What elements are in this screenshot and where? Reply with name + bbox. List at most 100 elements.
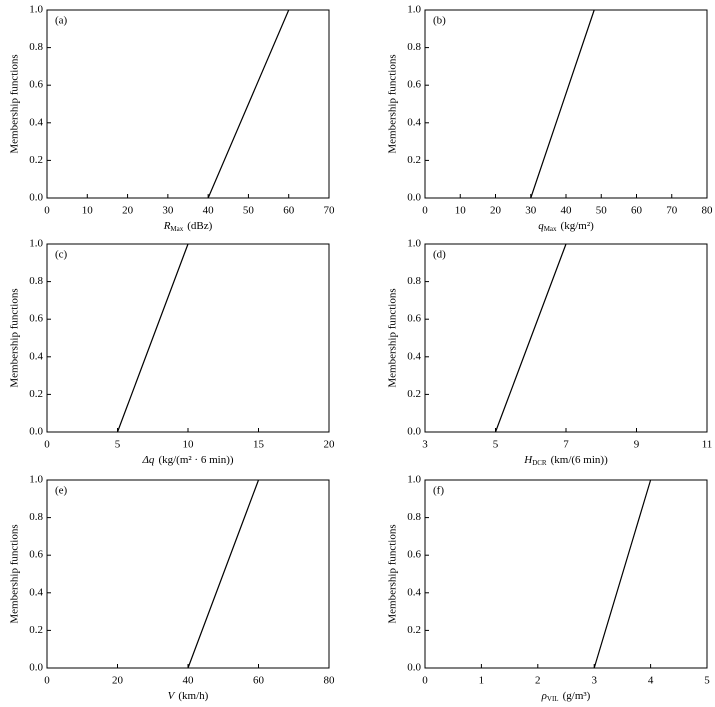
x-tick-label: 3 bbox=[591, 675, 597, 687]
x-tick-label: 9 bbox=[634, 439, 640, 451]
x-label-subscript: Max bbox=[544, 225, 557, 233]
x-tick-label: 60 bbox=[631, 205, 643, 217]
line bbox=[530, 9, 595, 199]
y-tick-label: 0.0 bbox=[29, 662, 43, 674]
y-tick-label: 0.4 bbox=[29, 586, 43, 598]
y-tick-label: 0.0 bbox=[407, 426, 421, 438]
plot-frame bbox=[46, 479, 330, 669]
x-tick-label: 40 bbox=[203, 205, 215, 217]
y-axis-label: Membership functions bbox=[387, 288, 399, 387]
y-tick-label: 0.6 bbox=[29, 313, 43, 325]
y-tick-label: 0.8 bbox=[29, 275, 43, 287]
x-label-subscript: VIL bbox=[547, 695, 559, 703]
x-tick-label: 20 bbox=[112, 675, 124, 687]
line bbox=[494, 243, 567, 433]
x-label-unit: (km/(6 min)) bbox=[551, 454, 608, 466]
y-tick-label: 0.6 bbox=[407, 313, 421, 325]
line bbox=[593, 479, 652, 669]
y-tick-label: 0.6 bbox=[407, 79, 421, 91]
panel-label: (b) bbox=[433, 15, 446, 27]
y-tick-label: 0.4 bbox=[29, 116, 43, 128]
x-label-symbol: H bbox=[523, 454, 533, 466]
x-tick-label: 0 bbox=[422, 675, 428, 687]
panel: 0.0 0.2 0.4 0.6 0.8 1.0 0 5 10 15 20 (c) Membership … bbox=[9, 238, 335, 466]
x-tick-label: 60 bbox=[253, 675, 265, 687]
x-axis-label: RMax (dBz) bbox=[163, 220, 213, 233]
x-label-symbol: Δq bbox=[141, 454, 154, 466]
y-tick-label: 1.0 bbox=[407, 4, 421, 16]
y-tick-label: 0.4 bbox=[407, 586, 421, 598]
panel-label: (c) bbox=[55, 249, 68, 261]
x-tick-label: 5 bbox=[493, 439, 499, 451]
x-tick-label: 50 bbox=[596, 205, 608, 217]
x-axis-label: qMax (kg/m²) bbox=[538, 220, 594, 233]
panel-label: (d) bbox=[433, 249, 446, 261]
x-tick-label: 0 bbox=[44, 205, 50, 217]
panel: 0.0 0.2 0.4 0.6 0.8 1.0 0 1 2 3 4 5 (f) Membership fu… bbox=[387, 474, 711, 703]
x-tick-label: 40 bbox=[561, 205, 573, 217]
x-tick-label: 11 bbox=[702, 439, 713, 451]
x-tick-label: 80 bbox=[702, 205, 714, 217]
x-tick-label: 10 bbox=[82, 205, 94, 217]
panel-label: (e) bbox=[55, 485, 68, 497]
y-axis-label: Membership functions bbox=[387, 524, 399, 623]
y-tick-label: 1.0 bbox=[407, 474, 421, 486]
y-tick-label: 0.4 bbox=[407, 116, 421, 128]
y-axis-label: Membership functions bbox=[9, 54, 21, 153]
x-axis-label: Δq (kg/(m² · 6 min)) bbox=[141, 454, 233, 466]
x-tick-label: 15 bbox=[253, 439, 265, 451]
y-tick-label: 0.8 bbox=[29, 41, 43, 53]
x-tick-label: 20 bbox=[490, 205, 502, 217]
plot-frame bbox=[424, 9, 708, 199]
y-tick-label: 0.2 bbox=[29, 388, 43, 400]
x-tick-label: 20 bbox=[324, 439, 336, 451]
x-tick-label: 4 bbox=[648, 675, 654, 687]
x-tick-label: 70 bbox=[666, 205, 678, 217]
x-tick-label: 0 bbox=[44, 439, 50, 451]
x-tick-label: 40 bbox=[183, 675, 195, 687]
plot-frame bbox=[424, 243, 708, 433]
x-tick-label: 7 bbox=[563, 439, 569, 451]
y-tick-label: 0.8 bbox=[29, 511, 43, 523]
y-tick-label: 1.0 bbox=[29, 4, 43, 16]
panel: 0.0 0.2 0.4 0.6 0.8 1.0 0 10 20 30 40 50 60 70 (a) Memb… bbox=[9, 4, 335, 233]
y-tick-label: 0.8 bbox=[407, 275, 421, 287]
y-tick-label: 0.4 bbox=[29, 350, 43, 362]
y-tick-label: 0.8 bbox=[407, 41, 421, 53]
y-tick-label: 0.0 bbox=[29, 192, 43, 204]
y-tick-label: 0.2 bbox=[29, 624, 43, 636]
x-tick-label: 50 bbox=[243, 205, 255, 217]
panel-label: (f) bbox=[433, 485, 444, 497]
x-tick-label: 20 bbox=[122, 205, 134, 217]
y-tick-label: 0.8 bbox=[407, 511, 421, 523]
x-tick-label: 1 bbox=[479, 675, 485, 687]
panel: 0.0 0.2 0.4 0.6 0.8 1.0 0 20 40 60 80 (e) Membership… bbox=[9, 474, 335, 702]
y-tick-label: 1.0 bbox=[407, 238, 421, 250]
y-tick-label: 0.6 bbox=[29, 549, 43, 561]
x-tick-label: 2 bbox=[535, 675, 541, 687]
x-tick-label: 3 bbox=[422, 439, 428, 451]
x-label-unit: (dBz) bbox=[187, 220, 212, 232]
x-label-symbol: R bbox=[163, 220, 171, 232]
x-tick-label: 5 bbox=[115, 439, 121, 451]
x-label-subscript: DCR bbox=[532, 459, 547, 467]
y-tick-label: 0.2 bbox=[407, 624, 421, 636]
y-tick-label: 1.0 bbox=[29, 238, 43, 250]
y-tick-label: 0.2 bbox=[407, 388, 421, 400]
y-tick-label: 0.6 bbox=[29, 79, 43, 91]
x-label-unit: (km/h) bbox=[178, 690, 208, 702]
panel: 0.0 0.2 0.4 0.6 0.8 1.0 3 5 7 9 11 (d) Membership fu… bbox=[387, 238, 713, 467]
x-tick-label: 10 bbox=[455, 205, 467, 217]
x-label-unit: (kg/m²) bbox=[561, 220, 595, 232]
x-axis-label: HDCR (km/(6 min)) bbox=[523, 454, 608, 467]
x-label-symbol: V bbox=[168, 690, 176, 702]
x-tick-label: 10 bbox=[183, 439, 195, 451]
y-axis-label: Membership functions bbox=[9, 524, 21, 623]
line bbox=[116, 243, 189, 433]
x-label-unit: (kg/(m² · 6 min)) bbox=[158, 454, 233, 466]
plot-frame bbox=[424, 479, 708, 669]
x-tick-label: 60 bbox=[283, 205, 295, 217]
line bbox=[207, 9, 290, 199]
y-tick-label: 0.0 bbox=[407, 192, 421, 204]
